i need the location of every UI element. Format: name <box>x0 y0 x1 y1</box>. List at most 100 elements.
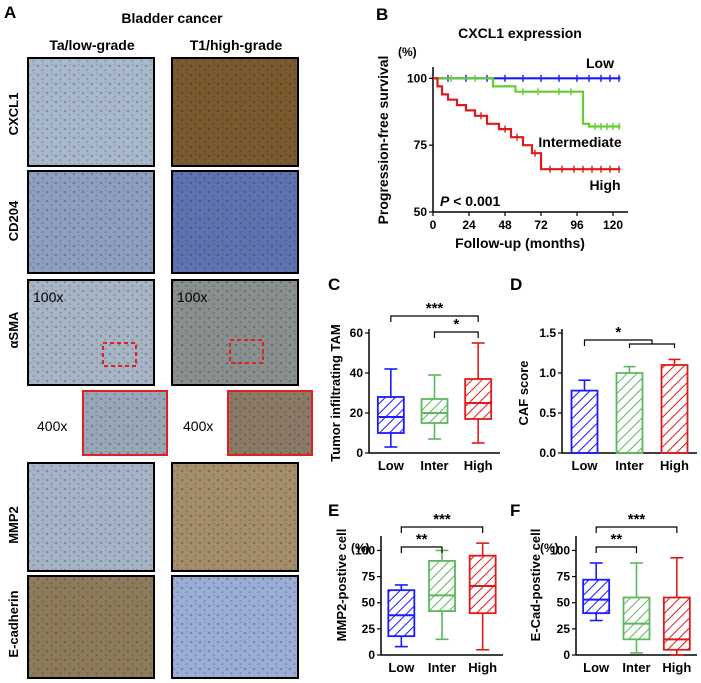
significance-bracket <box>400 526 484 533</box>
y-tick-label: 100 <box>355 543 375 557</box>
x-tick-label: Low <box>378 458 405 473</box>
chart-b: CXCL1 expression (%) Progression-free surv… <box>375 25 628 251</box>
x-tick-label: Inter <box>622 660 650 675</box>
x-tick-label: High <box>464 458 493 473</box>
chart-f: E-Cad-postive cell(%) 0 25 50 75 100 Low Inter H… <box>528 511 697 675</box>
y-tick-label: 50 <box>414 205 428 219</box>
y-tick-label: 1.5 <box>539 326 556 340</box>
y-tick-label: 0 <box>563 648 570 662</box>
y-tick-label: 50 <box>557 596 571 610</box>
x-tick-label: Low <box>388 660 415 675</box>
bar-inter <box>615 372 644 454</box>
y-axis-label: Progression-free survival <box>375 56 391 225</box>
box-inter <box>428 560 456 612</box>
y-tick-label: 0.0 <box>539 446 556 460</box>
col-header-high-grade: T1/high-grade <box>190 37 283 53</box>
km-curve-intermediate <box>433 77 621 128</box>
significance-bracket <box>583 339 653 346</box>
panel-letter-c: C <box>328 275 340 294</box>
inset-asma-low <box>82 390 168 456</box>
significance-bracket <box>595 526 678 533</box>
y-tick-label: 25 <box>557 622 571 636</box>
x-tick-label: 120 <box>603 218 623 232</box>
row-label-ecadherin: E-cadherin <box>6 590 21 657</box>
micrograph-cxcl1-low <box>27 57 155 167</box>
bar-low <box>570 389 599 454</box>
x-tick-label: High <box>660 458 689 473</box>
x-tick-label: 48 <box>498 218 512 232</box>
zoom-region-box <box>102 342 137 367</box>
y-tick-label: 100 <box>407 71 427 85</box>
panel-letter-d: D <box>510 275 522 294</box>
x-tick-label: 24 <box>462 218 476 232</box>
box-high <box>662 596 691 651</box>
micrograph-mmp2-high <box>171 462 299 572</box>
x-tick-label: High <box>468 660 497 675</box>
significance-label: *** <box>628 511 646 528</box>
significance-bracket <box>390 315 479 322</box>
significance-label: ** <box>416 531 428 548</box>
y-unit-label: (%) <box>398 45 417 59</box>
panel-letter-f: F <box>510 501 520 520</box>
row-label-cxcl1: CXCL1 <box>6 93 21 136</box>
y-tick-label: 0 <box>356 446 363 460</box>
y-tick-label: 75 <box>414 138 428 152</box>
x-tick-label: Inter <box>420 458 448 473</box>
significance-bracket <box>433 331 479 338</box>
significance-label: *** <box>426 300 444 317</box>
panel-letter-a: A <box>4 3 16 22</box>
y-unit-label: (%) <box>351 541 370 555</box>
y-tick-label: 40 <box>350 366 364 380</box>
box-low <box>376 396 405 434</box>
significance-label: * <box>615 324 621 341</box>
y-tick-label: 75 <box>362 570 376 584</box>
panel-a-title: Bladder cancer <box>121 10 223 26</box>
magnification-label: 100x <box>177 289 207 305</box>
box-inter <box>420 398 449 424</box>
legend-high: High <box>589 177 620 193</box>
y-tick-label: 75 <box>557 570 571 584</box>
row-label-asma: αSMA <box>6 311 21 348</box>
zoom-region-box <box>229 339 264 364</box>
x-tick-label: 72 <box>534 218 548 232</box>
box-low <box>582 578 611 615</box>
y-axis-label: MMP2-postive cell <box>334 529 349 642</box>
row-label-cd204: CD204 <box>6 200 21 241</box>
chart-e: MMP2-postive cell (%) 0 25 50 75 100 Low Inter Hi… <box>334 511 503 675</box>
box-high <box>464 378 493 420</box>
y-tick-label: 100 <box>550 543 570 557</box>
panel-letter-b: B <box>376 5 388 24</box>
significance-label: ** <box>610 531 622 548</box>
charts-layer: CXCL1 expression (%) Progression-free surv… <box>328 25 697 675</box>
y-axis-label: CAF score <box>516 360 531 425</box>
y-tick-label: 0.5 <box>539 406 556 420</box>
x-tick-label: Inter <box>615 458 643 473</box>
magnification-label-inset-high: 400x <box>183 418 213 434</box>
panel-letter-e: E <box>328 501 339 520</box>
micrograph-cd204-low <box>27 170 155 274</box>
x-tick-label: 0 <box>430 218 437 232</box>
y-tick-label: 1.0 <box>539 366 556 380</box>
row-label-mmp2: MMP2 <box>6 506 21 544</box>
significance-bracket <box>628 343 676 348</box>
x-axis-label: Follow-up (months) <box>455 235 585 251</box>
micrograph-asma-high: 100x <box>171 279 299 386</box>
box-inter <box>622 596 651 641</box>
magnification-label-inset-low: 400x <box>37 418 67 434</box>
box-low <box>387 589 416 638</box>
x-tick-label: Low <box>572 458 599 473</box>
micrograph-ecad-high <box>171 575 299 679</box>
bar-high <box>660 364 689 454</box>
significance-label: * <box>453 316 459 333</box>
significance-label: *** <box>433 511 451 528</box>
y-tick-label: 50 <box>362 596 376 610</box>
y-tick-label: 20 <box>350 406 364 420</box>
significance-bracket <box>595 546 638 553</box>
micrograph-cxcl1-high <box>171 57 299 167</box>
chart-d: CAF score 0.0 0.5 1.0 1.5 Low Inter High * <box>516 324 697 473</box>
legend-low: Low <box>586 55 614 71</box>
y-tick-label: 0 <box>368 648 375 662</box>
box-high <box>468 554 497 615</box>
x-tick-label: Inter <box>428 660 456 675</box>
